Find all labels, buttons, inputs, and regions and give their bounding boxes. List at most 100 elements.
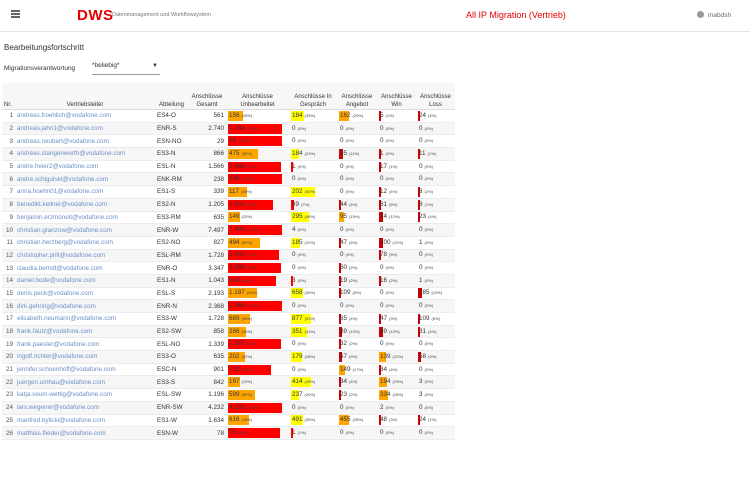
loss-cell[interactable]: 0 (0%) xyxy=(416,223,455,237)
ges2-cell[interactable]: 0 (0%) xyxy=(289,172,337,187)
ang-cell[interactable]: 0 (0%) xyxy=(337,122,377,136)
col-win[interactable]: Anschlüsse Win xyxy=(377,83,416,110)
sales-lead-link[interactable]: andreas.froehlich@vodafone.com xyxy=(15,109,155,123)
unb-cell[interactable]: 914 (88%) xyxy=(226,274,289,288)
win-cell[interactable]: 100 (12%) xyxy=(377,236,416,250)
unb-cell[interactable]: 1.003 (83%) xyxy=(226,198,289,212)
menu-icon[interactable] xyxy=(11,10,20,18)
loss-cell[interactable]: 285 (13%) xyxy=(416,287,455,301)
win-cell[interactable]: 0 (0%) xyxy=(377,223,416,237)
sales-lead-link[interactable]: andreas.jahn1@vodafone.com xyxy=(15,122,155,136)
ges2-cell[interactable]: 237 (20%) xyxy=(289,388,337,402)
loss-cell[interactable]: 24 (4%) xyxy=(416,109,455,123)
win-cell[interactable]: 0 (0%) xyxy=(377,337,416,352)
ang-cell[interactable]: 60 (2%) xyxy=(337,261,377,275)
ges2-cell[interactable]: 89 (7%) xyxy=(289,198,337,212)
unb-cell[interactable]: 494 (60%) xyxy=(226,236,289,250)
ges2-cell[interactable]: 184 (21%) xyxy=(289,147,337,161)
sales-lead-link[interactable]: elisabeth.neumann@vodafone.com xyxy=(15,312,155,326)
win-cell[interactable]: 0 (0%) xyxy=(377,287,416,301)
col-vertriebsleiter[interactable]: Vertriebsleiter xyxy=(15,83,155,110)
loss-cell[interactable]: 0 (0%) xyxy=(416,261,455,275)
ges2-cell[interactable]: 184 (33%) xyxy=(289,109,337,123)
user-menu[interactable]: mabdsh xyxy=(697,11,731,19)
unb-cell[interactable]: 288 (34%) xyxy=(226,325,289,339)
win-cell[interactable]: 74 (12%) xyxy=(377,211,416,225)
loss-cell[interactable]: 24 (1%) xyxy=(416,414,455,428)
ges2-cell[interactable]: 658 (30%) xyxy=(289,287,337,301)
sales-lead-link[interactable]: daniel.bode@vodafone.com xyxy=(15,274,155,288)
ges2-cell[interactable]: 1 (1%) xyxy=(289,426,337,440)
win-cell[interactable]: 139 (22%) xyxy=(377,350,416,364)
loss-cell[interactable]: 1 (0%) xyxy=(416,236,455,250)
unb-cell[interactable]: 1.548 (99%) xyxy=(226,160,289,174)
sales-lead-link[interactable]: juergen.umhau@vodafone.com xyxy=(15,375,155,390)
win-cell[interactable]: 0 (0%) xyxy=(377,299,416,313)
sales-lead-link[interactable]: christian.granzow@vodafone.com xyxy=(15,223,155,237)
win-cell[interactable]: 48 (3%) xyxy=(377,414,416,428)
loss-cell[interactable]: 1 (0%) xyxy=(416,274,455,288)
sales-lead-link[interactable]: andreas.stangenwerth@vodafone.com xyxy=(15,147,155,161)
sales-lead-link[interactable]: matthias.flieder@vodafone.com xyxy=(15,426,155,440)
col-loss[interactable]: Anschlüsse Loss xyxy=(416,83,455,110)
col-angebot[interactable]: Anschlüsse Angebot xyxy=(337,83,377,110)
sales-lead-link[interactable]: denis.peck@vodafone.com xyxy=(15,287,155,301)
unb-cell[interactable]: 2.740 (100%) xyxy=(226,122,289,136)
win-cell[interactable]: 34 (4%) xyxy=(377,363,416,377)
ang-cell[interactable]: 89 (10%) xyxy=(337,325,377,339)
sales-lead-link[interactable]: ingolf.richter@vodafone.com xyxy=(15,350,155,364)
ang-cell[interactable]: 0 (0%) xyxy=(337,134,377,149)
ges2-cell[interactable]: 0 (0%) xyxy=(289,249,337,263)
ges2-cell[interactable]: 202 (60%) xyxy=(289,185,337,199)
col-abteilung[interactable]: Abteilung xyxy=(155,83,188,110)
ges2-cell[interactable]: 0 (0%) xyxy=(289,363,337,377)
ang-cell[interactable]: 95 (15%) xyxy=(337,211,377,225)
loss-cell[interactable]: 23 (4%) xyxy=(416,211,455,225)
unb-cell[interactable]: 2.368 (100%) xyxy=(226,299,289,313)
ang-cell[interactable]: 0 (0%) xyxy=(337,401,377,415)
col-nr[interactable]: Nr. xyxy=(2,83,15,110)
win-cell[interactable]: 0 (0%) xyxy=(377,122,416,136)
loss-cell[interactable]: 109 (6%) xyxy=(416,312,455,326)
loss-cell[interactable]: 3 (0%) xyxy=(416,375,455,390)
sales-lead-link[interactable]: andre.schigulski@vodafone.com xyxy=(15,172,155,187)
sales-lead-link[interactable]: claudia.berndt@vodafone.com xyxy=(15,261,155,275)
ang-cell[interactable]: 32 (2%) xyxy=(337,337,377,352)
ges2-cell[interactable]: 4 (0%) xyxy=(289,223,337,237)
ang-cell[interactable]: 109 (5%) xyxy=(337,287,377,301)
ang-cell[interactable]: 44 (4%) xyxy=(337,198,377,212)
loss-cell[interactable]: 0 (0%) xyxy=(416,337,455,352)
ang-cell[interactable]: 47 (6%) xyxy=(337,236,377,250)
win-cell[interactable]: 1 (0%) xyxy=(377,147,416,161)
ges2-cell[interactable]: 877 (51%) xyxy=(289,312,337,326)
loss-cell[interactable]: 0 (0%) xyxy=(416,299,455,313)
unb-cell[interactable]: 156 (28%) xyxy=(226,109,289,123)
loss-cell[interactable]: 0 (0%) xyxy=(416,363,455,377)
unb-cell[interactable]: 1.307 (98%) xyxy=(226,337,289,352)
unb-cell[interactable]: 689 (40%) xyxy=(226,312,289,326)
unb-cell[interactable]: 1.630 (94%) xyxy=(226,249,289,263)
sales-lead-link[interactable]: christian.herzberg@vodafone.com xyxy=(15,236,155,250)
sales-lead-link[interactable]: andre.heier2@vodafone.com xyxy=(15,160,155,174)
win-cell[interactable]: 16 (2%) xyxy=(377,274,416,288)
sales-lead-link[interactable]: dirk.gehring@vodafone.com xyxy=(15,299,155,313)
loss-cell[interactable]: 0 (0%) xyxy=(416,172,455,187)
sales-lead-link[interactable]: frank.paesler@vodafone.com xyxy=(15,337,155,352)
unb-cell[interactable]: 197 (23%) xyxy=(226,375,289,390)
ges2-cell[interactable]: 414 (49%) xyxy=(289,375,337,390)
unb-cell[interactable]: 4.230 (100%) xyxy=(226,401,289,415)
ang-cell[interactable]: 23 (2%) xyxy=(337,388,377,402)
unb-cell[interactable]: 1.187 (54%) xyxy=(226,287,289,301)
ang-cell[interactable]: 95 (11%) xyxy=(337,147,377,161)
sales-lead-link[interactable]: andreas.neubert@vodafone.com xyxy=(15,134,155,149)
win-cell[interactable]: 61 (5%) xyxy=(377,198,416,212)
sales-lead-link[interactable]: lars.wegener@vodafone.com xyxy=(15,401,155,415)
sales-lead-link[interactable]: frank.fautz@vodafone.com xyxy=(15,325,155,339)
loss-cell[interactable]: 0 (0%) xyxy=(416,401,455,415)
sales-lead-link[interactable]: benedikt.kellner@vodafone.com xyxy=(15,198,155,212)
sales-lead-link[interactable]: manfred.bylicki@vodafone.com xyxy=(15,414,155,428)
sales-lead-link[interactable]: jennifer.schoenhoff@vodafone.com xyxy=(15,363,155,377)
ges2-cell[interactable]: 0 (0%) xyxy=(289,401,337,415)
ges2-cell[interactable]: 0 (0%) xyxy=(289,134,337,149)
ges2-cell[interactable]: 1 (0%) xyxy=(289,160,337,174)
